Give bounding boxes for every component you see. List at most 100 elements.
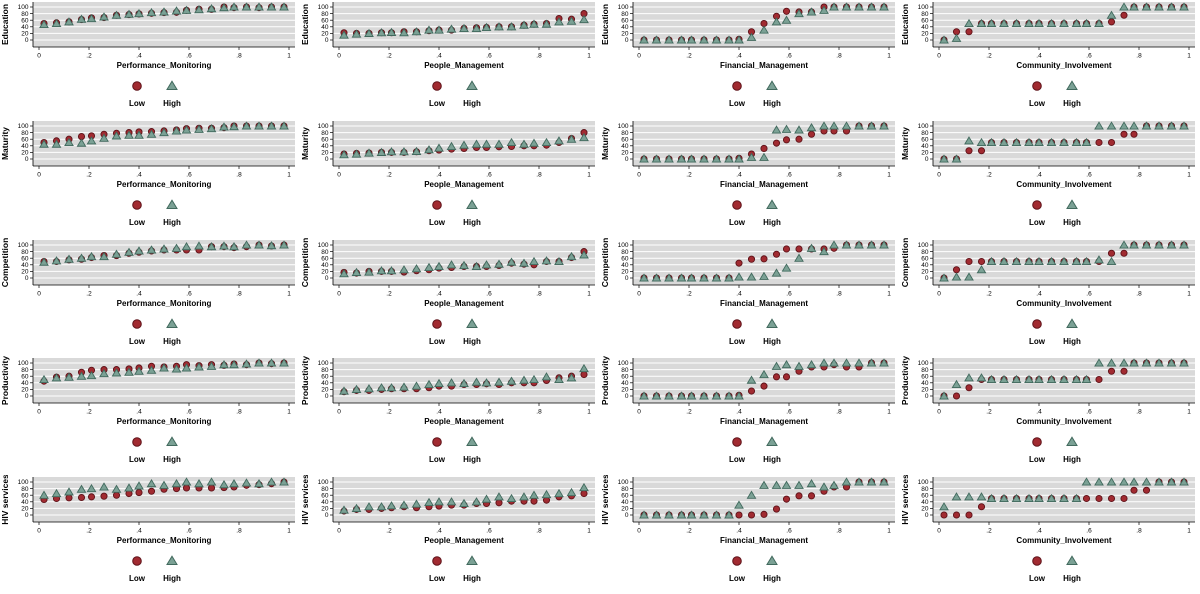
- x-axis-title: Financial_Management: [720, 180, 808, 189]
- data-point-high: [124, 247, 134, 256]
- data-point-high: [866, 2, 877, 11]
- data-point-high: [579, 483, 589, 492]
- data-point-high: [481, 494, 492, 503]
- data-point-high: [781, 480, 792, 490]
- data-point-high: [86, 484, 97, 493]
- x-axis-title: Community_Involvement: [1016, 61, 1111, 70]
- data-point-high: [39, 19, 49, 29]
- y-tick-label: 40: [621, 262, 629, 269]
- y-tick-label: 40: [21, 499, 29, 506]
- y-tick-label: 0: [625, 394, 629, 401]
- data-point-high: [829, 2, 839, 11]
- data-point-high: [781, 124, 792, 133]
- legend-low-circle-icon: [432, 199, 442, 210]
- data-point-high: [1081, 477, 1092, 486]
- data-point-high: [566, 488, 577, 497]
- data-point-high: [1129, 477, 1139, 486]
- y-tick-label: 20: [621, 268, 629, 275]
- data-point-high: [1024, 494, 1034, 503]
- x-tick-label: 0: [937, 528, 941, 535]
- x-tick-label: .4: [136, 409, 142, 416]
- data-point-high: [339, 30, 349, 39]
- legend-high-label: High: [163, 337, 181, 346]
- data-point-high: [399, 28, 409, 37]
- y-tick-label: 0: [25, 394, 29, 401]
- y-axis-title: Education: [600, 4, 610, 45]
- data-point-high: [1024, 375, 1034, 384]
- y-tick-label: 60: [21, 136, 29, 143]
- legend-high-label: High: [1063, 455, 1081, 464]
- data-point-high: [339, 149, 349, 159]
- x-tick-label: 0: [37, 290, 41, 297]
- data-point-high: [159, 243, 169, 253]
- data-point-high: [1179, 239, 1189, 249]
- data-point-high: [964, 492, 974, 501]
- data-point-high: [639, 510, 649, 519]
- legend-high-triangle-icon: [166, 436, 178, 447]
- data-point-high: [866, 358, 877, 367]
- x-tick-label: .8: [536, 171, 542, 178]
- data-point-high: [1081, 375, 1092, 384]
- data-point-high: [1129, 358, 1139, 367]
- data-point-high: [279, 2, 289, 11]
- y-tick-label: 80: [621, 367, 629, 374]
- data-point-high: [351, 149, 362, 158]
- data-point-low: [795, 135, 803, 143]
- data-point-high: [481, 259, 492, 268]
- x-tick-label: 1: [587, 290, 591, 297]
- data-point-high: [806, 479, 817, 488]
- x-tick-label: 1: [887, 53, 891, 60]
- y-tick-label: 40: [21, 24, 29, 31]
- data-point-high: [376, 28, 387, 37]
- y-tick-label: 100: [18, 123, 29, 130]
- legend-low-label: Low: [129, 218, 146, 227]
- x-tick-label: 1: [887, 171, 891, 178]
- data-point-high: [819, 358, 829, 367]
- data-point-high: [734, 391, 744, 400]
- y-tick-label: 80: [921, 367, 929, 374]
- legend-low-label: Low: [129, 337, 146, 346]
- data-point-high: [794, 8, 804, 18]
- data-point-high: [541, 372, 552, 381]
- legend-low-label: Low: [1029, 99, 1046, 108]
- data-point-high: [1154, 121, 1164, 130]
- data-point-high: [434, 143, 444, 152]
- data-point-high: [951, 271, 962, 281]
- y-tick-label: 0: [325, 394, 329, 401]
- data-point-high: [254, 239, 264, 249]
- data-point-low: [112, 491, 121, 499]
- y-axis-title: Maturity: [300, 126, 310, 159]
- data-point-high: [554, 375, 564, 384]
- y-tick-label: 80: [921, 130, 929, 137]
- y-tick-label: 80: [21, 248, 29, 255]
- chart-cell-HIV-services-Performance_Monitoring: 0 20 40 60 80 100 0.2.4.6.8 1 HIV services Perfor…: [0, 475, 300, 594]
- x-tick-label: .6: [186, 528, 192, 535]
- y-tick-label: 100: [18, 361, 29, 368]
- data-point-high: [364, 502, 374, 511]
- chart-cell-Education-Community_Involvement: 0 20 40 60 80 100 0.2.4.6.8 1 Education Community…: [900, 0, 1200, 119]
- y-tick-label: 100: [918, 361, 929, 368]
- data-point-high: [686, 391, 697, 400]
- data-point-high: [519, 20, 529, 29]
- data-point-high: [76, 14, 87, 23]
- data-point-high: [1106, 358, 1117, 367]
- data-point-low: [147, 487, 156, 495]
- data-point-high: [794, 125, 804, 134]
- data-point-high: [579, 364, 589, 373]
- legend-low-label: Low: [729, 455, 746, 464]
- legend-low-circle-icon: [432, 318, 442, 329]
- x-tick-label: 0: [37, 528, 41, 535]
- data-point-high: [686, 272, 697, 282]
- data-point-high: [1024, 256, 1034, 265]
- y-tick-label: 20: [321, 31, 329, 38]
- data-point-high: [386, 27, 397, 36]
- data-point-low: [782, 245, 791, 253]
- x-tick-label: .6: [786, 409, 792, 416]
- y-tick-label: 20: [621, 149, 629, 156]
- legend-low-label: Low: [429, 218, 446, 227]
- legend-high-triangle-icon: [1066, 199, 1078, 209]
- x-tick-label: 0: [337, 171, 341, 178]
